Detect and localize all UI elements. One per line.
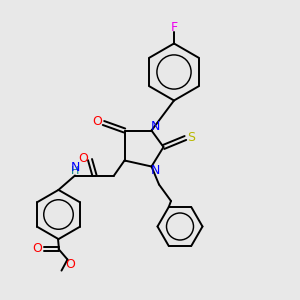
Text: O: O xyxy=(32,242,42,256)
Text: N: N xyxy=(150,164,160,177)
Text: H: H xyxy=(71,166,79,176)
Text: O: O xyxy=(92,115,102,128)
Text: O: O xyxy=(79,152,88,165)
Text: S: S xyxy=(188,131,195,144)
Text: F: F xyxy=(170,21,178,34)
Text: N: N xyxy=(70,160,80,174)
Text: O: O xyxy=(66,257,75,271)
Text: N: N xyxy=(150,120,160,134)
